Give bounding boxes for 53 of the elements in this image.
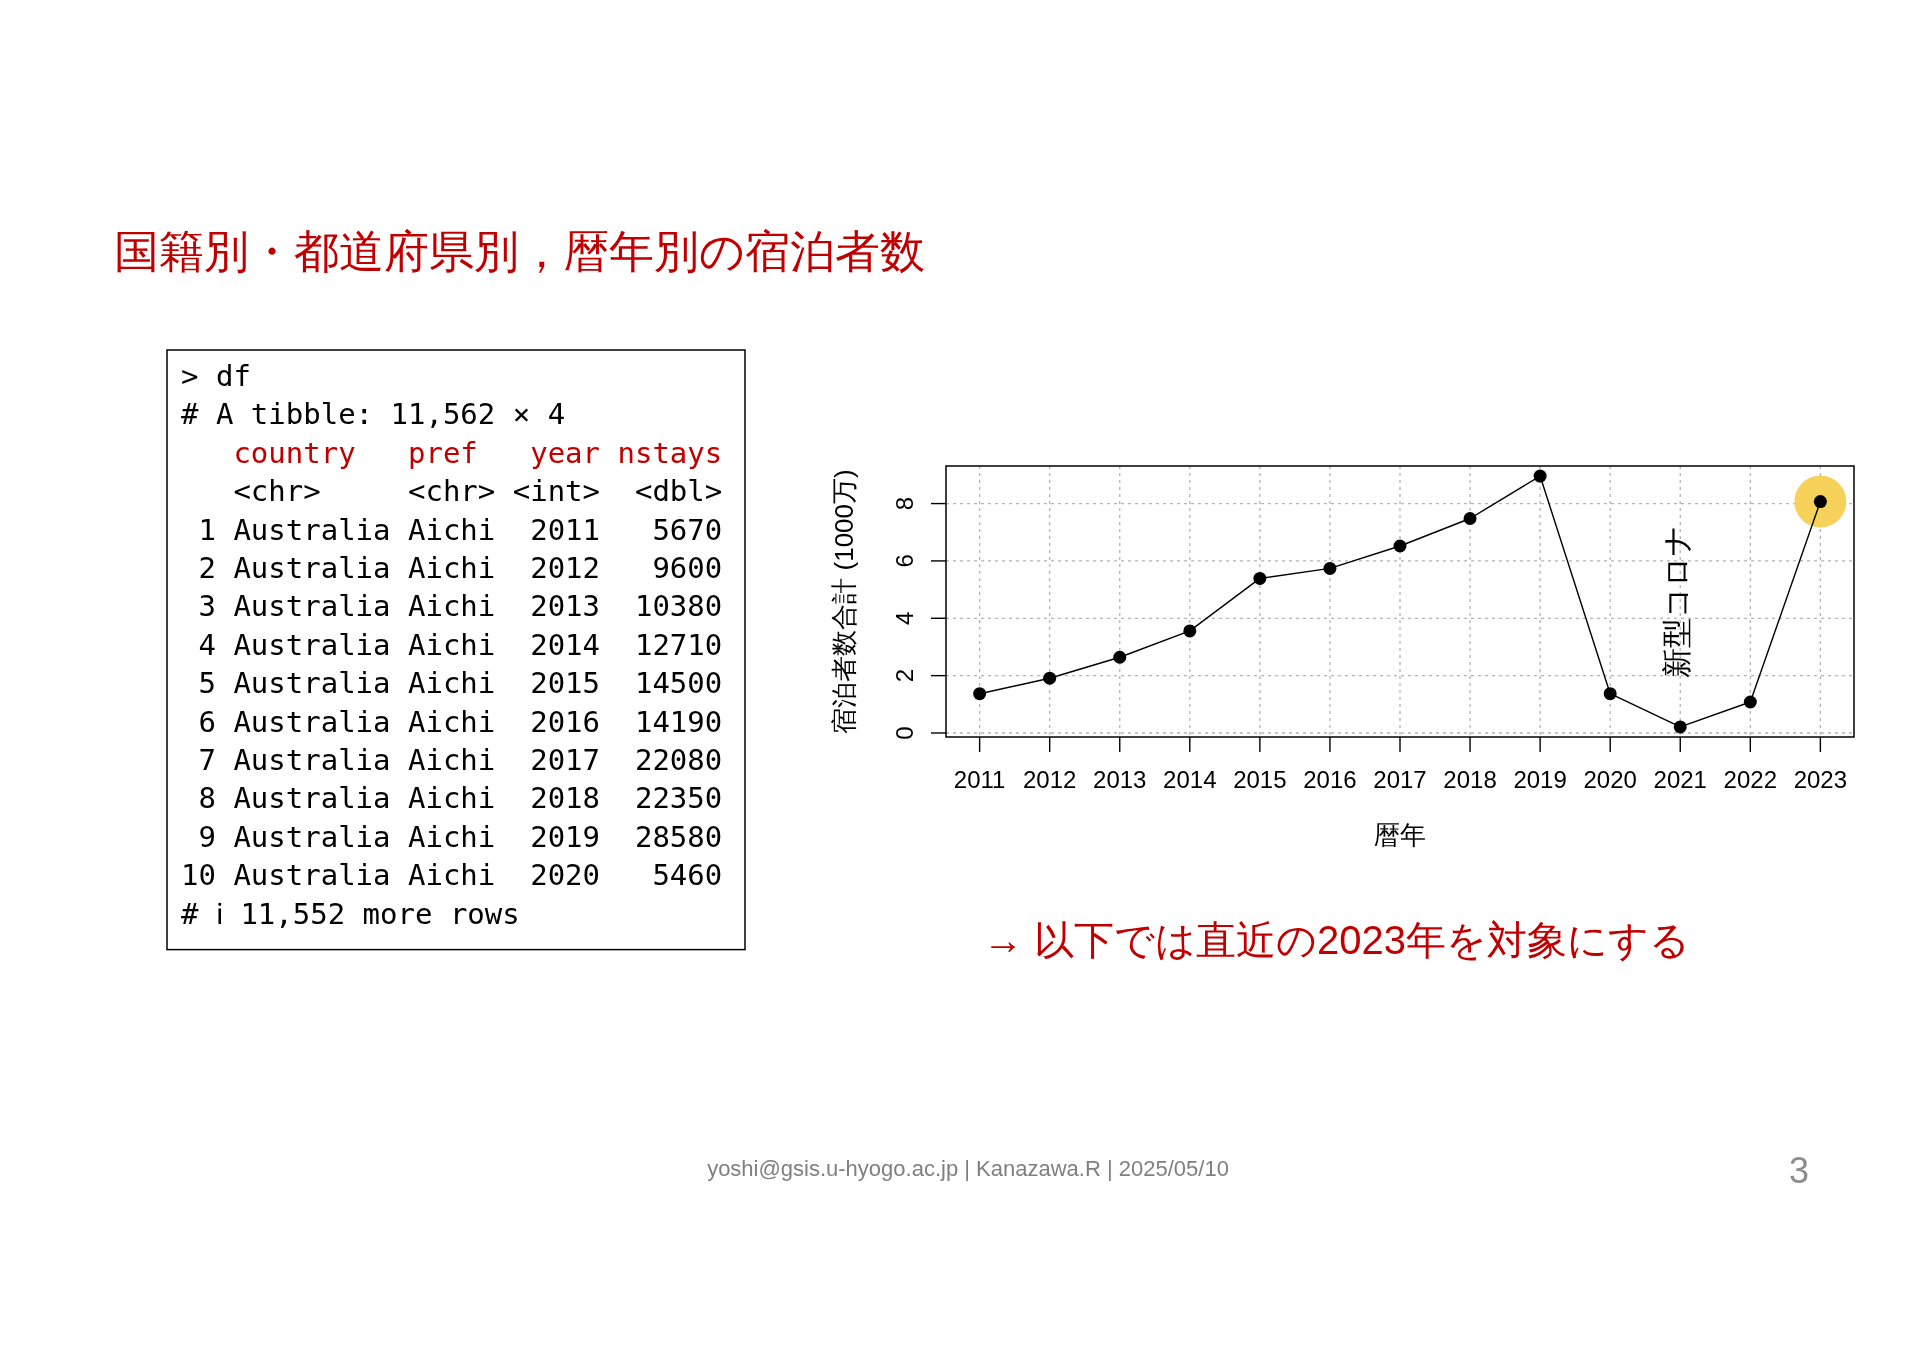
text: # A tibble: 11,562 × 4 [181,397,566,432]
title: 国籍別・都道府県別，暦年別の宿泊者数 [114,225,925,277]
point [973,687,987,701]
y-axis-title: 宿泊者数合計 (1000万) [829,469,859,734]
point [1463,511,1477,525]
x-tick-label: 2011 [953,765,1006,793]
point [1323,561,1337,575]
text: 6 Australia Aichi 2016 14190 [181,704,723,739]
point [1743,695,1757,709]
text: 7 Australia Aichi 2017 22080 [181,743,723,777]
text: 3 [1788,1149,1810,1191]
point [1673,720,1687,734]
text: country pref year nstays [181,435,723,470]
x-tick-label: 2016 [1303,765,1357,793]
x-tick-label: 2020 [1583,765,1637,793]
x-tick-label: 2021 [1653,765,1707,793]
text: 3 Australia Aichi 2013 10380 [181,589,723,624]
point [1253,571,1267,585]
x-tick-label: 2015 [1233,765,1287,793]
point [1113,650,1127,664]
point [1794,475,1847,528]
text: 10 Australia Aichi 2020 5460 [181,858,723,893]
text: → 以下では直近の2023年を対象にする [983,918,1691,962]
text: 2 Australia Aichi 2012 9600 [181,551,723,585]
point [1603,687,1617,701]
x-tick-label: 2023 [1793,765,1848,793]
text: 9 Australia Aichi 2019 28580 [181,819,723,854]
y-tick-label: 0 [890,726,918,740]
point [1393,539,1407,553]
y-tick-label: 6 [890,554,918,568]
y-tick-label: 8 [890,496,918,511]
text: 4 Australia Aichi 2014 12710 [181,627,723,662]
x-tick-label: 2012 [1023,765,1077,793]
text: <chr> <chr> <int> <dbl> [181,474,723,509]
x-tick-label: 2019 [1513,765,1567,793]
x-tick-label: 2018 [1443,765,1497,793]
point [1183,624,1197,638]
text: 8 Australia Aichi 2018 22350 [181,781,723,816]
x-tick-label: 2022 [1723,765,1777,793]
y-tick-label: 4 [890,611,918,625]
text: 5 Australia Aichi 2015 14500 [181,666,723,701]
x-tick-label: 2017 [1373,765,1427,793]
y-tick-label: 2 [890,668,918,683]
x-tick-label: 2013 [1093,765,1147,793]
text: 1 Australia Aichi 2011 5670 [181,512,723,547]
text: > df [181,359,251,393]
text: # ℹ 11,552 more rows [181,896,520,931]
annotation: 新型コロナ [1659,524,1693,678]
x-axis-title: 暦年 [1374,820,1426,850]
point [1533,469,1547,483]
text: yoshi@gsis.u-hyogo.ac.jp | Kanazawa.R | 2025/05/10 [707,1155,1229,1181]
x-tick-label: 2014 [1163,765,1217,793]
point [1043,671,1057,685]
